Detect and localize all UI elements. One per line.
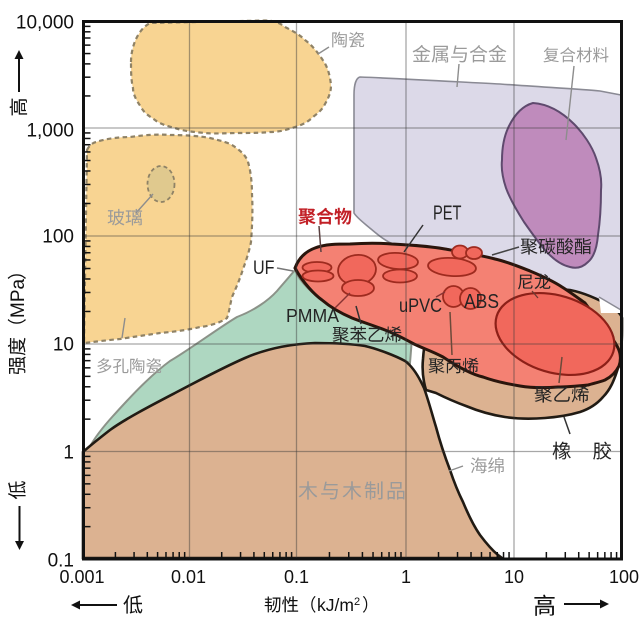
- svg-text:10,000: 10,000: [16, 13, 74, 34]
- svg-text:MPa: MPa: [8, 279, 29, 319]
- svg-text:1,000: 1,000: [26, 121, 74, 142]
- svg-text:ABS: ABS: [464, 291, 499, 313]
- svg-text:10: 10: [504, 567, 524, 587]
- svg-text:1: 1: [63, 443, 74, 464]
- svg-text:100: 100: [609, 567, 639, 587]
- svg-text:1: 1: [401, 567, 411, 587]
- svg-text:0.01: 0.01: [171, 567, 206, 587]
- svg-text:PMMA: PMMA: [286, 305, 340, 326]
- svg-text:UF: UF: [253, 258, 275, 279]
- svg-text:0.001: 0.001: [59, 567, 104, 587]
- svg-text:0.1: 0.1: [48, 551, 74, 572]
- svg-text:100: 100: [42, 227, 74, 248]
- svg-text:PET: PET: [433, 203, 462, 225]
- svg-text:kJ/m2: kJ/m2: [317, 595, 365, 615]
- svg-text:0.1: 0.1: [284, 567, 309, 587]
- svg-text:uPVC: uPVC: [399, 295, 442, 317]
- svg-text:10: 10: [53, 335, 74, 356]
